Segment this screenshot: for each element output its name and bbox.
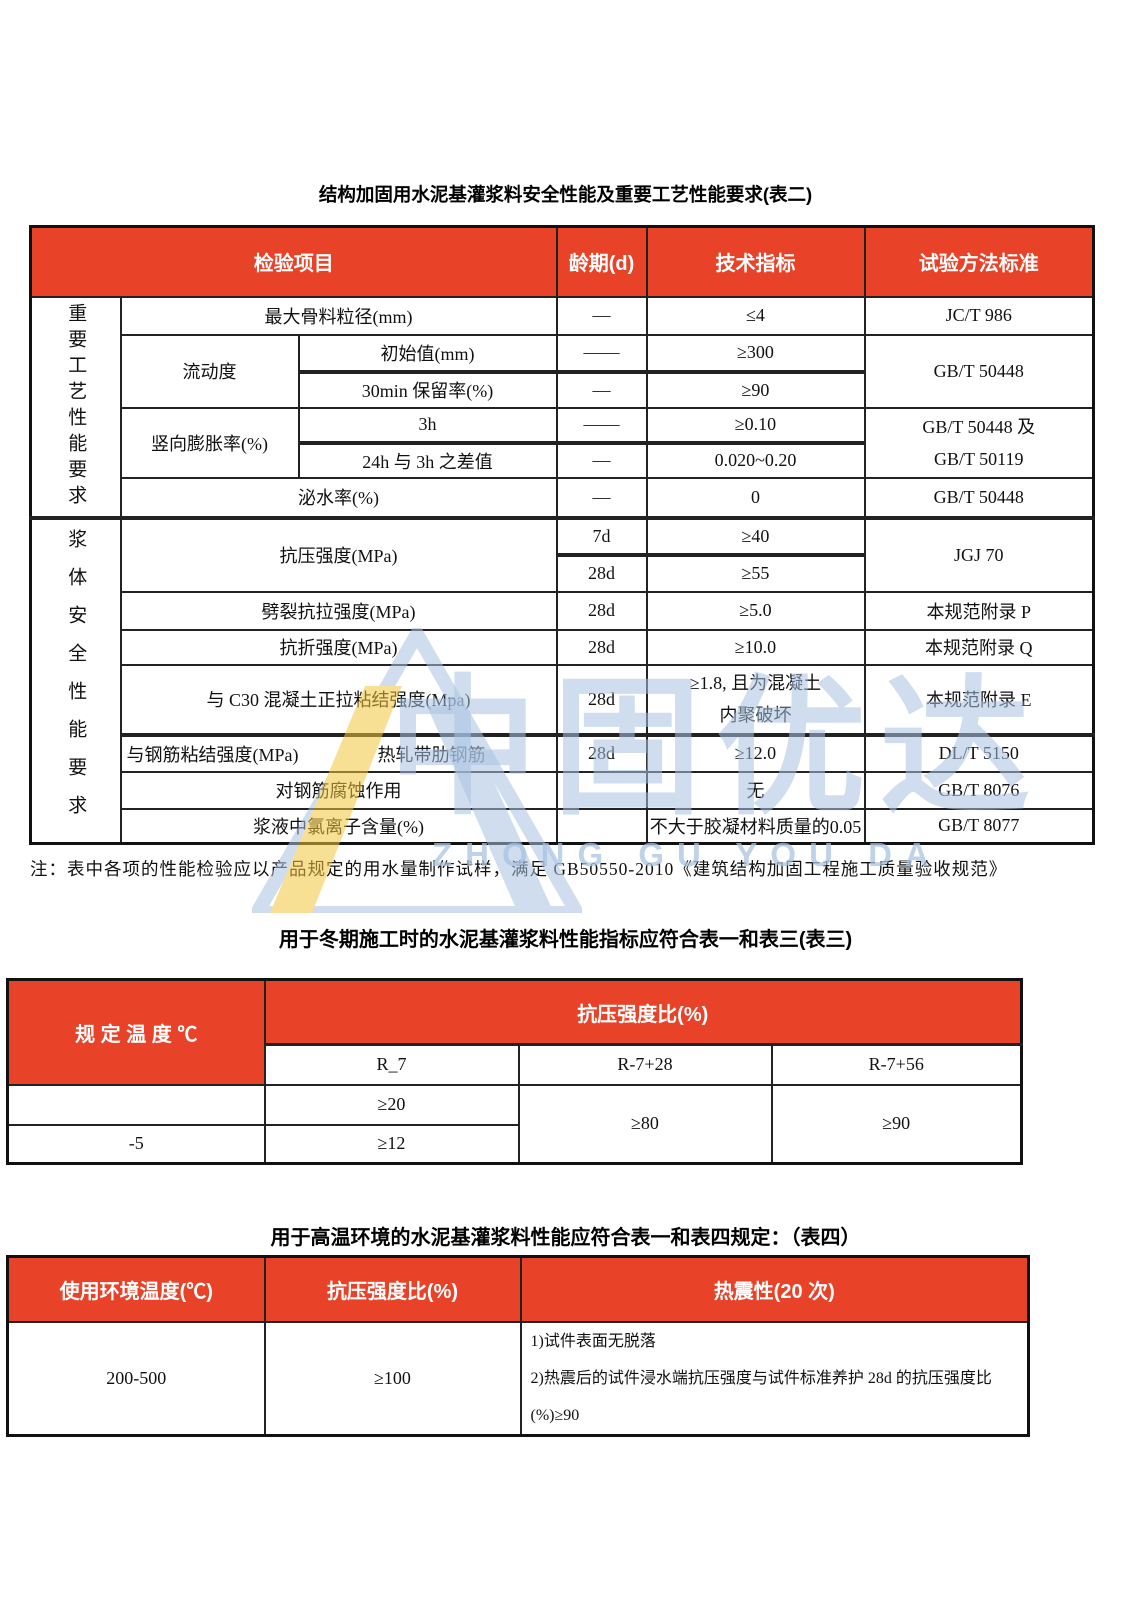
item-left: 与钢筋粘结强度(MPa) (126, 744, 299, 765)
cell-std: GB/T 50448 (863, 476, 1095, 520)
cell-spec: ≥300 (645, 333, 866, 374)
header-technical-index: 技术指标 (645, 225, 866, 298)
cell-temp: -5 (6, 1123, 266, 1165)
header-age: 龄期(d) (555, 225, 648, 298)
cell-item: 对钢筋腐蚀作用 (119, 770, 558, 810)
std-line1: GB/T 50448 及 (922, 416, 1036, 437)
high-temp-table: 使用环境温度(℃) 抗压强度比(%) 热震性(20 次) 200-500 ≥10… (6, 1255, 1030, 1437)
cell-std: GB/T 50448 (863, 333, 1095, 409)
cell-spec: 0 (645, 476, 866, 520)
header-env-temp: 使用环境温度(℃) (6, 1255, 266, 1323)
cell-std: 本规范附录 Q (863, 628, 1095, 666)
cell-std: GB/T 8076 (863, 770, 1095, 810)
cell-spec: 无 (645, 770, 866, 810)
subheader-r7: R_7 (263, 1043, 520, 1086)
header-test-method: 试验方法标准 (863, 225, 1095, 298)
cell-spec: ≥12.0 (645, 733, 866, 773)
cell-age: — (555, 370, 648, 409)
header-strength-ratio: 抗压强度比(%) (263, 978, 1023, 1046)
cell-item: 劈裂抗拉强度(MPa) (119, 590, 558, 631)
cell-spec: ≥5.0 (645, 590, 866, 631)
cell-age: 7d (555, 516, 648, 557)
winter-table: 规 定 温 度 ℃ 抗压强度比(%) R_7 R-7+28 R-7+56 ≥20… (6, 978, 1023, 1165)
thermal-line1: 1)试件表面无脱落 (530, 1332, 656, 1350)
group-label-safety: 浆体安全性能要求 (29, 516, 122, 845)
cell-std: 本规范附录 P (863, 590, 1095, 631)
item-right: 热轧带肋钢筋 (377, 744, 486, 765)
cell-subgroup: 流动度 (119, 333, 300, 409)
header-thermal-shock: 热震性(20 次) (519, 1255, 1030, 1323)
cell-item: 24h 与 3h 之差值 (297, 441, 558, 479)
table2-note: 注：表中各项的性能检验应以产品规定的用水量制作试样，满足 GB50550-201… (30, 859, 1008, 879)
cell-item: 泌水率(%) (119, 476, 558, 520)
table2-title: 结构加固用水泥基灌浆料安全性能及重要工艺性能要求(表二) (318, 184, 813, 205)
std-line2: GB/T 50119 (933, 448, 1024, 469)
cell-subgroup: 竖向膨胀率(%) (119, 406, 300, 479)
cell-std: JC/T 986 (863, 295, 1095, 336)
cell-age: 28d (555, 590, 648, 631)
cell-spec: ≥90 (645, 370, 866, 409)
thermal-line2: 2)热震后的试件浸水端抗压强度与试件标准养护 28d 的抗压强度比 (530, 1369, 992, 1387)
cell-item: 与 C30 混凝土正拉粘结强度(Mpa) (119, 663, 558, 737)
cell-spec: ≥1.8, 且为混凝土 内聚破坏 (645, 663, 866, 737)
cell-r7: ≥12 (263, 1123, 520, 1165)
header-specified-temp: 规 定 温 度 ℃ (6, 978, 266, 1086)
header-inspection-item: 检验项目 (29, 225, 558, 298)
cell-temp (6, 1083, 266, 1126)
cell-age (555, 770, 648, 810)
cell-age: — (555, 476, 648, 520)
cell-item: 3h (297, 406, 558, 445)
cell-std: 本规范附录 E (863, 663, 1095, 737)
cell-std: GB/T 8077 (863, 807, 1095, 845)
cell-age (555, 807, 648, 845)
subheader-r7p28: R-7+28 (517, 1043, 773, 1086)
cell-age: —— (555, 333, 648, 374)
cell-item: 与钢筋粘结强度(MPa) 热轧带肋钢筋 (119, 733, 558, 773)
cell-r7p56: ≥90 (770, 1083, 1023, 1165)
cell-spec: ≥55 (645, 553, 866, 593)
subheader-r7p56: R-7+56 (770, 1043, 1023, 1086)
cell-r7p28: ≥80 (517, 1083, 773, 1165)
cell-age: 28d (555, 553, 648, 593)
cell-item: 抗压强度(MPa) (119, 516, 558, 593)
cell-age: — (555, 441, 648, 479)
cell-age: —— (555, 406, 648, 445)
table4-title: 用于高温环境的水泥基灌浆料性能应符合表一和表四规定：（表四） (270, 1227, 861, 1249)
cell-r7: ≥20 (263, 1083, 520, 1126)
cell-item: 最大骨料粒径(mm) (119, 295, 558, 336)
group-label-process: 重要工艺性能要求 (29, 295, 122, 520)
cell-std: GB/T 50448 及 GB/T 50119 (863, 406, 1095, 479)
header-strength-ratio: 抗压强度比(%) (263, 1255, 522, 1323)
cell-spec: ≥40 (645, 516, 866, 557)
spec-line2: 内聚破坏 (719, 705, 792, 725)
cell-age: 28d (555, 628, 648, 666)
cell-item: 30min 保留率(%) (297, 370, 558, 409)
cell-ratio: ≥100 (263, 1320, 522, 1436)
thermal-line3: (%)≥90 (530, 1406, 580, 1424)
cell-std: JGJ 70 (863, 516, 1095, 593)
cell-spec: 0.020~0.20 (645, 441, 866, 479)
cell-std: DL/T 5150 (863, 733, 1095, 773)
cell-age: 28d (555, 733, 648, 773)
performance-table: 检验项目 龄期(d) 技术指标 试验方法标准 重要工艺性能要求 最大骨料粒径(m… (29, 225, 1095, 845)
spec-line1: ≥1.8, 且为混凝土 (689, 673, 822, 693)
cell-item: 浆液中氯离子含量(%) (119, 807, 558, 845)
cell-item: 抗折强度(MPa) (119, 628, 558, 666)
cell-spec: 不大于胶凝材料质量的0.05 (645, 807, 866, 845)
cell-age: 28d (555, 663, 648, 737)
cell-thermal-shock: 1)试件表面无脱落 2)热震后的试件浸水端抗压强度与试件标准养护 28d 的抗压… (519, 1320, 1030, 1436)
table3-title: 用于冬期施工时的水泥基灌浆料性能指标应符合表一和表三(表三) (278, 929, 853, 951)
cell-spec: ≤4 (645, 295, 866, 336)
cell-item: 初始值(mm) (297, 333, 558, 374)
cell-spec: ≥10.0 (645, 628, 866, 666)
cell-temp: 200-500 (6, 1320, 266, 1436)
cell-age: — (555, 295, 648, 336)
cell-spec: ≥0.10 (645, 406, 866, 445)
